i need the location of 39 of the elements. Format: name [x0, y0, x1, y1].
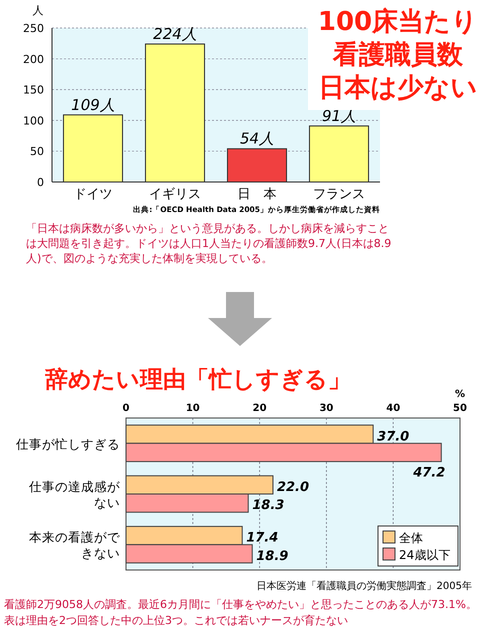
x-tick-label: フランス — [313, 187, 365, 202]
data-label: 109人 — [71, 96, 115, 114]
x-tick-label: 30 — [319, 403, 334, 414]
y-tick-label: 仕事の達成感がない — [28, 479, 121, 510]
x-tick-label: 50 — [453, 403, 467, 414]
x-tick-label: 20 — [252, 403, 267, 414]
data-label: 18.3 — [252, 498, 284, 514]
x-tick-label: 40 — [386, 403, 400, 414]
chart-title: 100床当たり看護職員数 — [318, 7, 478, 70]
x-tick-label: 0 — [122, 403, 130, 414]
chart-title: 辞めたい理由「忙しすぎる」 — [44, 367, 351, 393]
y-tick-label: 200 — [23, 52, 44, 66]
x-tick-label: 日 本 — [238, 187, 276, 202]
y-tick-label: 本来の看護ができない — [29, 530, 121, 561]
data-label: 47.2 — [412, 466, 446, 481]
text: 日本は少ない — [318, 73, 478, 103]
legend-label: 24歳以下 — [399, 548, 450, 562]
data-label: 91人 — [322, 106, 356, 125]
data-label: 22.0 — [276, 480, 310, 495]
y-axis-title: 人 — [32, 4, 44, 17]
data-label: 17.4 — [246, 530, 278, 546]
text: 看護師2万9058人の調査。最近6カ月間に「仕事をやめたい」と思ったことのある人が73.1%。表は理由を2つ回答した中の上位3つ。これでは若いナースが育たない — [4, 598, 477, 627]
x-tick-label: イギリス — [149, 187, 201, 202]
data-label: 37.0 — [377, 429, 410, 444]
y-tick-label: 仕事が忙しすぎる — [15, 436, 120, 452]
text: 「日本は病床数が多いから」という意見がある。しかし病床を減らすことは大問題を引き起す。ドイツは人口1人当たりの看護師数9.7人(日本は8.9人)で、図のような充実した体制を実現している。 — [26, 222, 392, 265]
y-tick-label: 250 — [23, 22, 44, 35]
y-tick-label: 150 — [23, 84, 44, 97]
x-axis-title: % — [454, 389, 466, 400]
legend-label: 全体 — [399, 531, 423, 545]
y-tick-label: 100 — [23, 114, 44, 128]
y-tick-label: 50 — [30, 145, 44, 158]
x-tick-label: ドイツ — [74, 187, 112, 202]
x-tick-label: 10 — [186, 403, 200, 414]
data-label: 18.9 — [256, 548, 288, 564]
data-label: 224人 — [153, 25, 197, 44]
y-tick-label: 0 — [37, 176, 44, 189]
text: 日本医労連「看護職員の労働実態調査」2005年 — [256, 580, 472, 592]
data-label: 54人 — [240, 130, 274, 148]
